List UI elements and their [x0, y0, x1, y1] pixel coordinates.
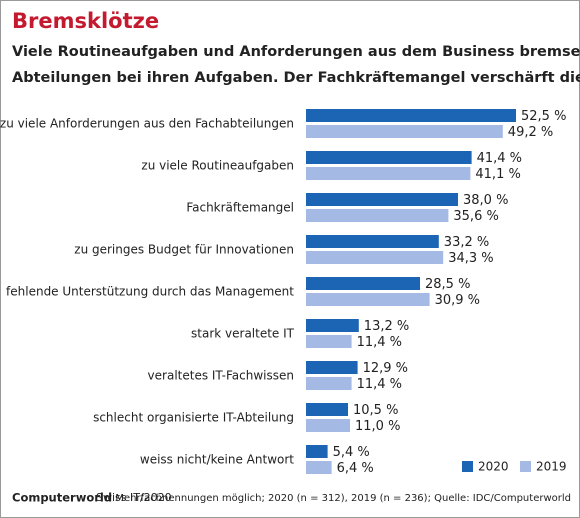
- legend-label: 2020: [478, 460, 509, 474]
- bar: [306, 377, 352, 390]
- category-label: veraltetes IT-Fachwissen: [148, 369, 294, 383]
- bar: [306, 293, 430, 306]
- legend-swatch: [520, 461, 531, 472]
- value-label: 41,4 %: [477, 151, 522, 166]
- bar: [306, 445, 328, 458]
- category-label: zu geringes Budget für Innovationen: [74, 243, 294, 257]
- category-label: weiss nicht/keine Antwort: [140, 453, 294, 467]
- value-label: 5,4 %: [333, 445, 370, 460]
- bar: [306, 151, 472, 164]
- subtitle: Abteilungen bei ihren Aufgaben. Der Fach…: [12, 70, 580, 86]
- category-label: stark veraltete IT: [191, 327, 295, 341]
- legend-label: 2019: [536, 460, 567, 474]
- bar: [306, 167, 471, 180]
- bar: [306, 277, 420, 290]
- bar: [306, 335, 352, 348]
- legend-swatch: [462, 461, 473, 472]
- bar: [306, 461, 332, 474]
- value-label: 11,4 %: [357, 377, 402, 392]
- subtitle: Viele Routineaufgaben und Anforderungen …: [12, 44, 580, 60]
- chart-title: Bremsklötze: [12, 9, 159, 33]
- category-label: schlecht organisierte IT-Abteilung: [93, 411, 294, 425]
- value-label: 10,5 %: [353, 403, 398, 418]
- value-label: 30,9 %: [435, 293, 480, 308]
- value-label: 28,5 %: [425, 277, 470, 292]
- category-label: zu viele Routineaufgaben: [141, 159, 294, 173]
- category-label: fehlende Unterstützung durch das Managem…: [6, 285, 294, 299]
- value-label: 33,2 %: [444, 235, 489, 250]
- bar: [306, 209, 449, 222]
- value-label: 6,4 %: [337, 461, 374, 476]
- value-label: 49,2 %: [508, 125, 553, 140]
- category-label: zu viele Anforderungen aus den Fachabtei…: [0, 117, 294, 131]
- bar: [306, 193, 458, 206]
- bar: [306, 251, 444, 264]
- value-label: 35,6 %: [453, 209, 498, 224]
- bar: [306, 403, 348, 416]
- bar: [306, 361, 358, 374]
- value-label: 34,3 %: [448, 251, 493, 266]
- value-label: 11,0 %: [355, 419, 400, 434]
- category-label: Fachkräftemangel: [186, 201, 294, 215]
- value-label: 12,9 %: [363, 361, 408, 376]
- value-label: 38,0 %: [463, 193, 508, 208]
- bar: [306, 109, 516, 122]
- bar: [306, 319, 359, 332]
- value-label: 41,1 %: [475, 167, 520, 182]
- bar: [306, 235, 439, 248]
- value-label: 52,5 %: [521, 109, 566, 124]
- edition: Swiss IT/2020: [96, 491, 172, 504]
- bar: [306, 419, 350, 432]
- note: Mehrfachnennungen möglich; 2020 (n = 312…: [115, 493, 571, 504]
- value-label: 13,2 %: [364, 319, 409, 334]
- brand: Computerworld: [12, 491, 112, 505]
- bar: [306, 125, 503, 138]
- value-label: 11,4 %: [357, 335, 402, 350]
